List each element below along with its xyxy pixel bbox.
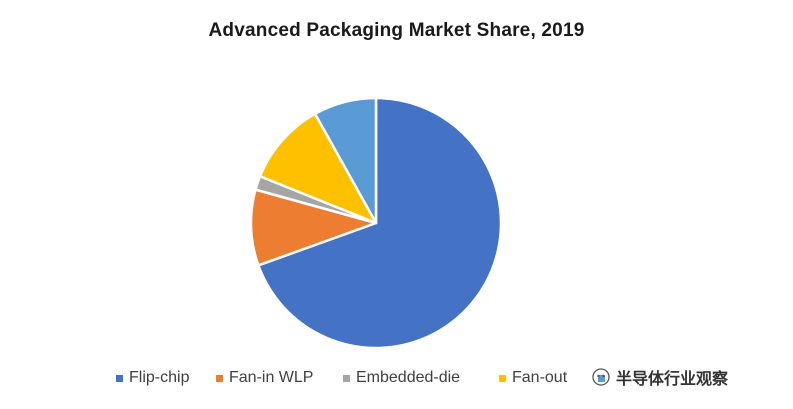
legend-label: Embedded-die [356, 369, 461, 386]
pie-slice-fan-in-wlp [249, 188, 378, 267]
chart-title: Advanced Packaging Market Share, 2019 [208, 20, 585, 41]
watermark: 半导体行业观察 [592, 362, 728, 392]
legend-item-embedded-die: Embedded-die [343, 366, 460, 390]
pie-slice-fan-out [258, 112, 378, 225]
legend-swatch [216, 374, 223, 382]
pie-slice-sip [313, 96, 378, 225]
legend-item-flip-chip: Flip-chip [116, 366, 189, 390]
legend-swatch [343, 374, 350, 382]
legend-label: Fan-in WLP [229, 369, 314, 386]
legend-swatch [499, 374, 506, 382]
watermark-text: 半导体行业观察 [616, 369, 729, 388]
legend-item-sip [598, 366, 611, 390]
legend-label: Flip-chip [129, 369, 190, 386]
wechat-icon [592, 368, 610, 386]
pie-chart [249, 96, 503, 350]
legend-label: Fan-out [512, 369, 568, 386]
legend-item-fan-out: Fan-out [499, 366, 567, 390]
legend-swatch [116, 374, 123, 382]
legend: Flip-chip Fan-in WLP Embedded-die Fan-out [0, 366, 793, 390]
legend-item-fan-in-wlp: Fan-in WLP [216, 366, 313, 390]
pie-slice-flip-chip [257, 96, 503, 350]
legend-swatch [598, 374, 605, 382]
